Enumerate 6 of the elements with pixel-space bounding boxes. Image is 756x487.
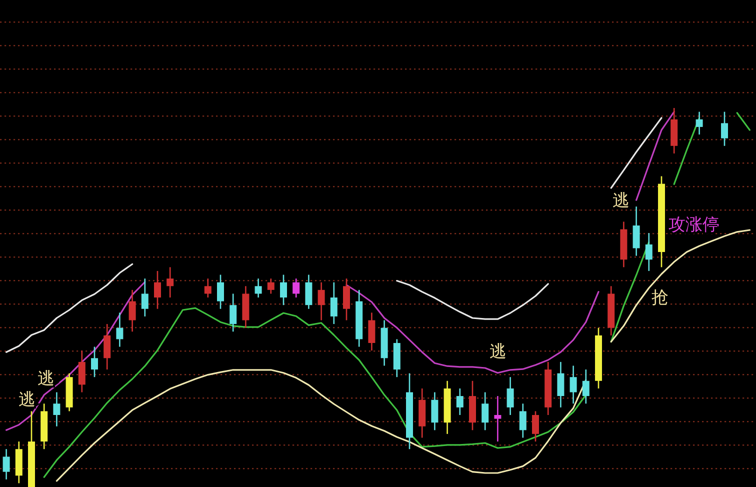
annotation: 抢	[652, 288, 668, 308]
annotation: 逃	[490, 342, 506, 362]
annotation: 逃	[38, 369, 54, 389]
annotation: 攻涨停	[668, 215, 720, 235]
annotation: 逃	[612, 191, 630, 211]
annotation: 逃	[18, 390, 36, 410]
